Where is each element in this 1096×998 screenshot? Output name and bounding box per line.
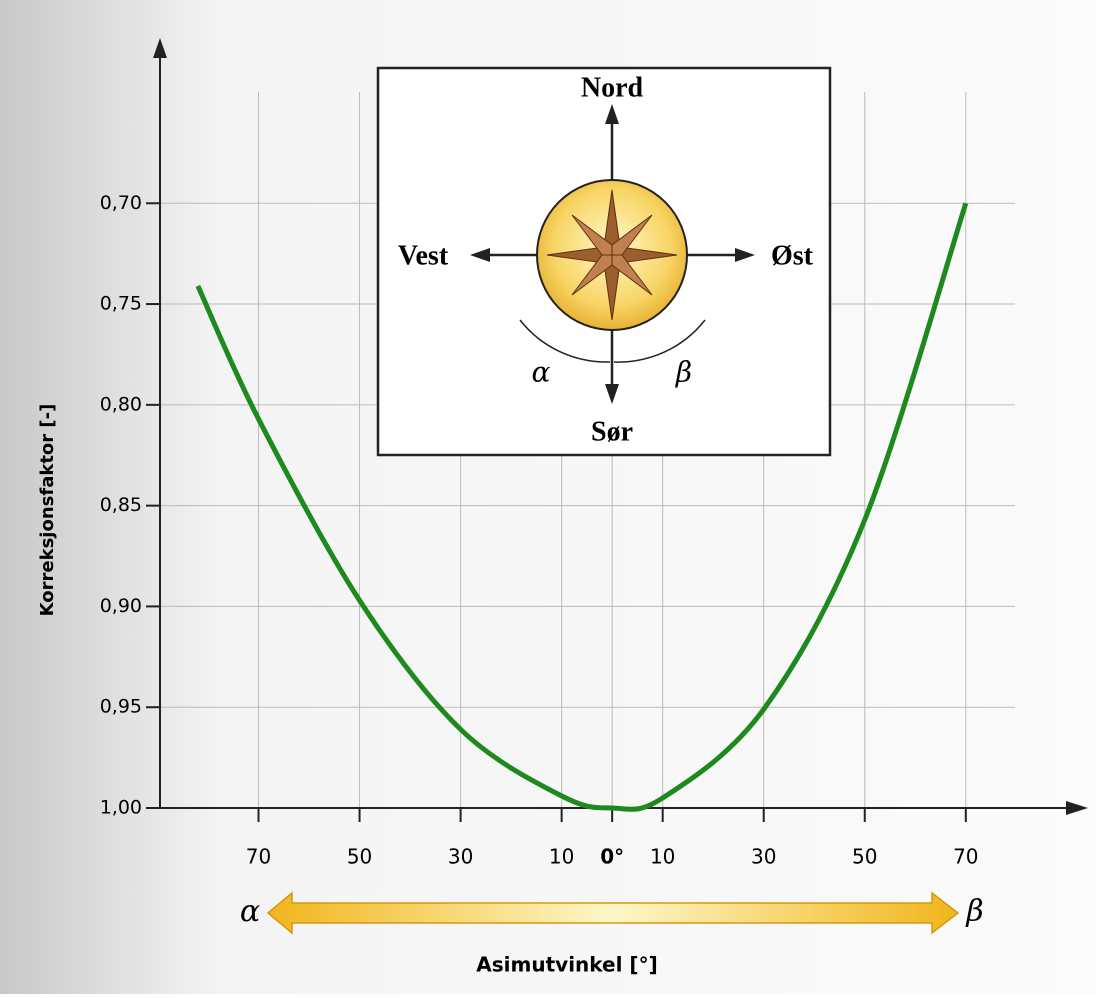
x-axis-title: Asimutvinkel [°]: [476, 953, 657, 977]
y-tick-label: 1,00: [100, 797, 142, 819]
east-label: Øst: [771, 240, 814, 271]
x-tick-label: 50: [347, 845, 372, 869]
x-tick-label: 70: [246, 845, 271, 869]
south-label: Sør: [591, 416, 633, 447]
y-axis-title: Korreksjonsfaktor [-]: [37, 404, 58, 617]
y-tick-label: 0,95: [100, 696, 142, 718]
north-label: Nord: [581, 72, 644, 103]
y-tick-label: 0,85: [100, 494, 142, 516]
x-tick-label: 70: [953, 845, 978, 869]
x-tick-label: 30: [751, 845, 776, 869]
x-tick-label: 10: [549, 845, 574, 869]
x-tick-label: 30: [448, 845, 473, 869]
y-tick-label: 0,80: [100, 393, 142, 415]
alpha-label: α: [240, 894, 260, 929]
chart: α β Asimutvinkel [°] Korreksjonsfaktor […: [0, 0, 1096, 994]
y-tick-label: 0,90: [100, 595, 142, 617]
inset-beta: β: [675, 356, 692, 389]
inset-alpha: α: [532, 356, 551, 389]
compass-inset: Nord Vest Øst Sør α β: [378, 68, 830, 455]
x-tick-label: 50: [852, 845, 877, 869]
west-label: Vest: [398, 240, 449, 271]
x-tick-label: 10: [650, 845, 675, 869]
beta-label: β: [965, 894, 983, 929]
y-tick-label: 0,70: [100, 192, 142, 214]
y-tick-label: 0,75: [100, 293, 142, 315]
x-tick-label: 0°: [600, 845, 624, 869]
